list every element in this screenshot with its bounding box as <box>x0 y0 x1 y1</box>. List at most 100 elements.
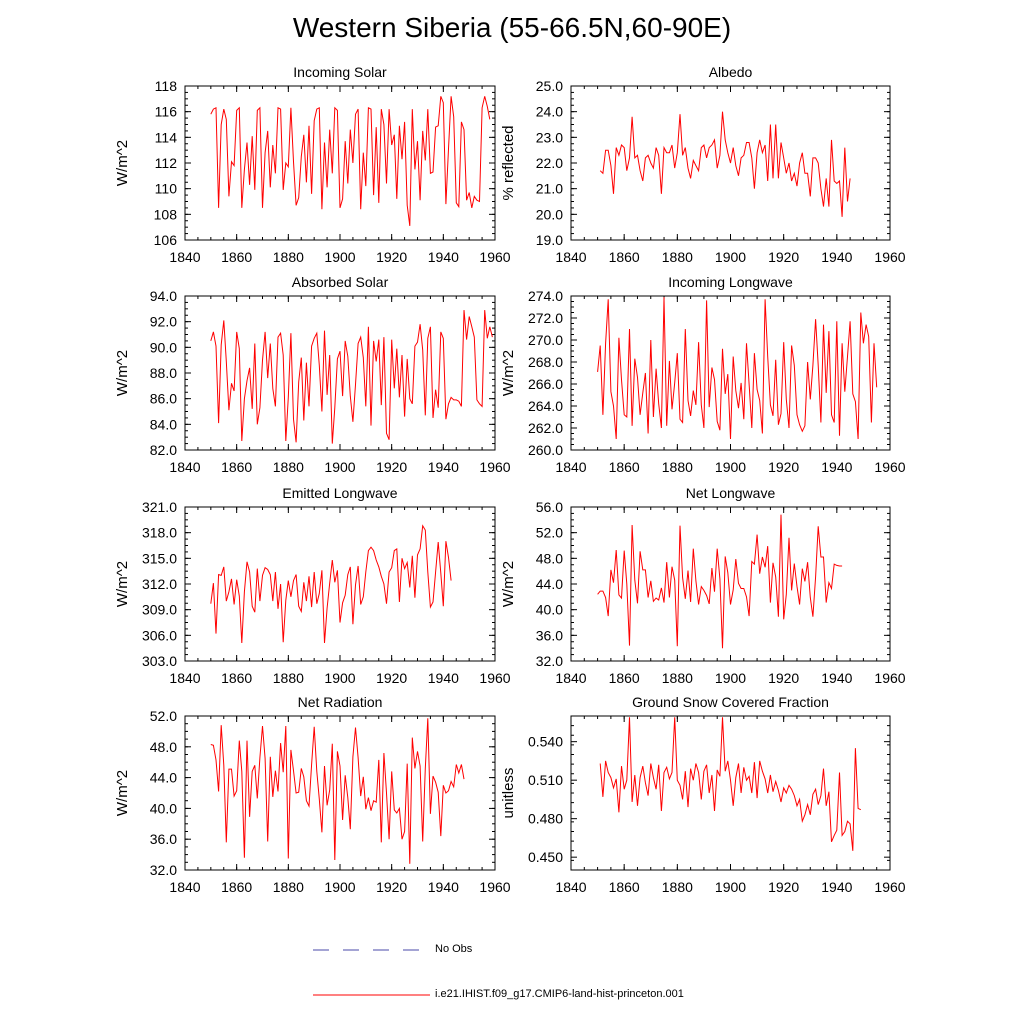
x-tick-label: 1940 <box>428 879 459 895</box>
y-tick-label: 114 <box>155 129 178 145</box>
x-tick-label: 1940 <box>428 249 459 265</box>
x-tick-label: 1900 <box>324 670 355 686</box>
y-tick-label: 312.0 <box>142 576 177 592</box>
y-tick-label: 32.0 <box>536 653 563 669</box>
y-tick-label: 22.0 <box>536 155 563 171</box>
y-axis-label: W/m^2 <box>500 561 517 607</box>
y-tick-label: 94.0 <box>150 288 177 304</box>
y-tick-label: 268.0 <box>528 354 563 370</box>
panel-title: Albedo <box>709 64 753 80</box>
legend-model-label: i.e21.IHIST.f09_g17.CMIP6-land-hist-prin… <box>435 988 684 1000</box>
x-tick-label: 1860 <box>609 249 640 265</box>
y-tick-label: 118 <box>155 78 178 94</box>
page-title: Western Siberia (55-66.5N,60-90E) <box>292 12 732 43</box>
x-tick-label: 1840 <box>555 459 586 475</box>
series-line <box>210 96 491 226</box>
y-axis-label: % reflected <box>500 125 517 200</box>
x-tick-label: 1860 <box>221 670 252 686</box>
y-tick-label: 23.0 <box>536 129 563 145</box>
y-tick-label: 260.0 <box>528 442 563 458</box>
x-tick-label: 1960 <box>479 459 510 475</box>
x-tick-label: 1940 <box>428 670 459 686</box>
x-tick-label: 1840 <box>555 670 586 686</box>
panel-title: Net Longwave <box>686 485 776 501</box>
chart-panel: Albedo 1840 1860 1880 1900 1920 1940 1960 19.0 20… <box>500 64 906 265</box>
y-tick-label: 0.540 <box>528 734 563 750</box>
y-tick-label: 19.0 <box>536 232 563 248</box>
y-tick-label: 264.0 <box>528 398 563 414</box>
x-tick-label: 1900 <box>715 459 746 475</box>
y-tick-label: 318.0 <box>142 525 177 541</box>
x-tick-label: 1960 <box>479 249 510 265</box>
x-tick-label: 1840 <box>169 879 200 895</box>
plot-frame <box>184 295 496 451</box>
x-tick-label: 1920 <box>768 670 799 686</box>
x-tick-label: 1880 <box>273 249 304 265</box>
plot-frame <box>184 715 496 871</box>
y-tick-label: 262.0 <box>528 420 563 436</box>
y-tick-label: 40.0 <box>536 602 563 618</box>
y-tick-label: 106 <box>154 232 178 248</box>
panel-title: Incoming Longwave <box>668 274 793 290</box>
plot-frame <box>184 506 496 662</box>
y-axis-label: W/m^2 <box>114 140 131 186</box>
y-tick-label: 92.0 <box>150 314 177 330</box>
y-tick-label: 86.0 <box>150 391 177 407</box>
legend-obs-label: No Obs <box>435 943 473 955</box>
y-tick-label: 108 <box>154 206 178 222</box>
series-line <box>599 717 862 851</box>
x-tick-label: 1840 <box>555 249 586 265</box>
y-tick-label: 21.0 <box>536 181 563 197</box>
x-tick-label: 1900 <box>715 879 746 895</box>
y-tick-label: 56.0 <box>536 499 563 515</box>
x-tick-label: 1840 <box>169 459 200 475</box>
x-tick-label: 1860 <box>221 879 252 895</box>
x-tick-label: 1960 <box>874 879 905 895</box>
x-tick-label: 1920 <box>376 459 407 475</box>
y-tick-label: 270.0 <box>528 332 563 348</box>
y-tick-label: 315.0 <box>142 550 177 566</box>
chart-panel: Net Radiation 1840 1860 1880 1900 1920 1940 196… <box>114 694 511 895</box>
x-tick-label: 1900 <box>324 879 355 895</box>
y-tick-label: 25.0 <box>536 78 563 94</box>
y-tick-label: 90.0 <box>150 339 177 355</box>
x-tick-label: 1860 <box>609 459 640 475</box>
plot-frame <box>570 715 891 871</box>
x-tick-label: 1860 <box>221 249 252 265</box>
y-tick-label: 82.0 <box>150 442 177 458</box>
y-tick-label: 274.0 <box>528 288 563 304</box>
y-tick-label: 44.0 <box>536 576 563 592</box>
series-line <box>597 514 843 649</box>
x-tick-label: 1880 <box>662 459 693 475</box>
y-tick-label: 321.0 <box>142 499 177 515</box>
chart-panel: Absorbed Solar 1840 1860 1880 1900 1920 1940 19… <box>114 274 511 475</box>
y-axis-label: W/m^2 <box>500 350 517 396</box>
x-tick-label: 1920 <box>768 249 799 265</box>
y-tick-label: 88.0 <box>150 365 177 381</box>
panel-title: Absorbed Solar <box>292 274 389 290</box>
x-tick-label: 1960 <box>479 670 510 686</box>
y-axis-label: W/m^2 <box>114 561 131 607</box>
x-tick-label: 1940 <box>821 670 852 686</box>
x-tick-label: 1880 <box>273 459 304 475</box>
plot-frame <box>570 506 891 662</box>
chart-panel: Ground Snow Covered Fraction 1840 1860 1880… <box>500 694 906 895</box>
y-axis-label: W/m^2 <box>114 770 131 816</box>
x-tick-label: 1880 <box>662 879 693 895</box>
y-tick-label: 112 <box>155 155 178 171</box>
y-tick-label: 266.0 <box>528 376 563 392</box>
y-tick-label: 306.0 <box>142 627 177 643</box>
x-tick-label: 1860 <box>609 670 640 686</box>
series-line <box>599 111 851 217</box>
x-tick-label: 1880 <box>273 879 304 895</box>
y-tick-label: 0.510 <box>528 772 563 788</box>
x-tick-label: 1920 <box>768 879 799 895</box>
series-line <box>210 718 465 864</box>
y-tick-label: 48.0 <box>150 739 177 755</box>
x-tick-label: 1940 <box>821 879 852 895</box>
x-tick-label: 1940 <box>428 459 459 475</box>
x-tick-label: 1920 <box>376 879 407 895</box>
x-tick-label: 1840 <box>169 670 200 686</box>
x-tick-label: 1940 <box>821 459 852 475</box>
